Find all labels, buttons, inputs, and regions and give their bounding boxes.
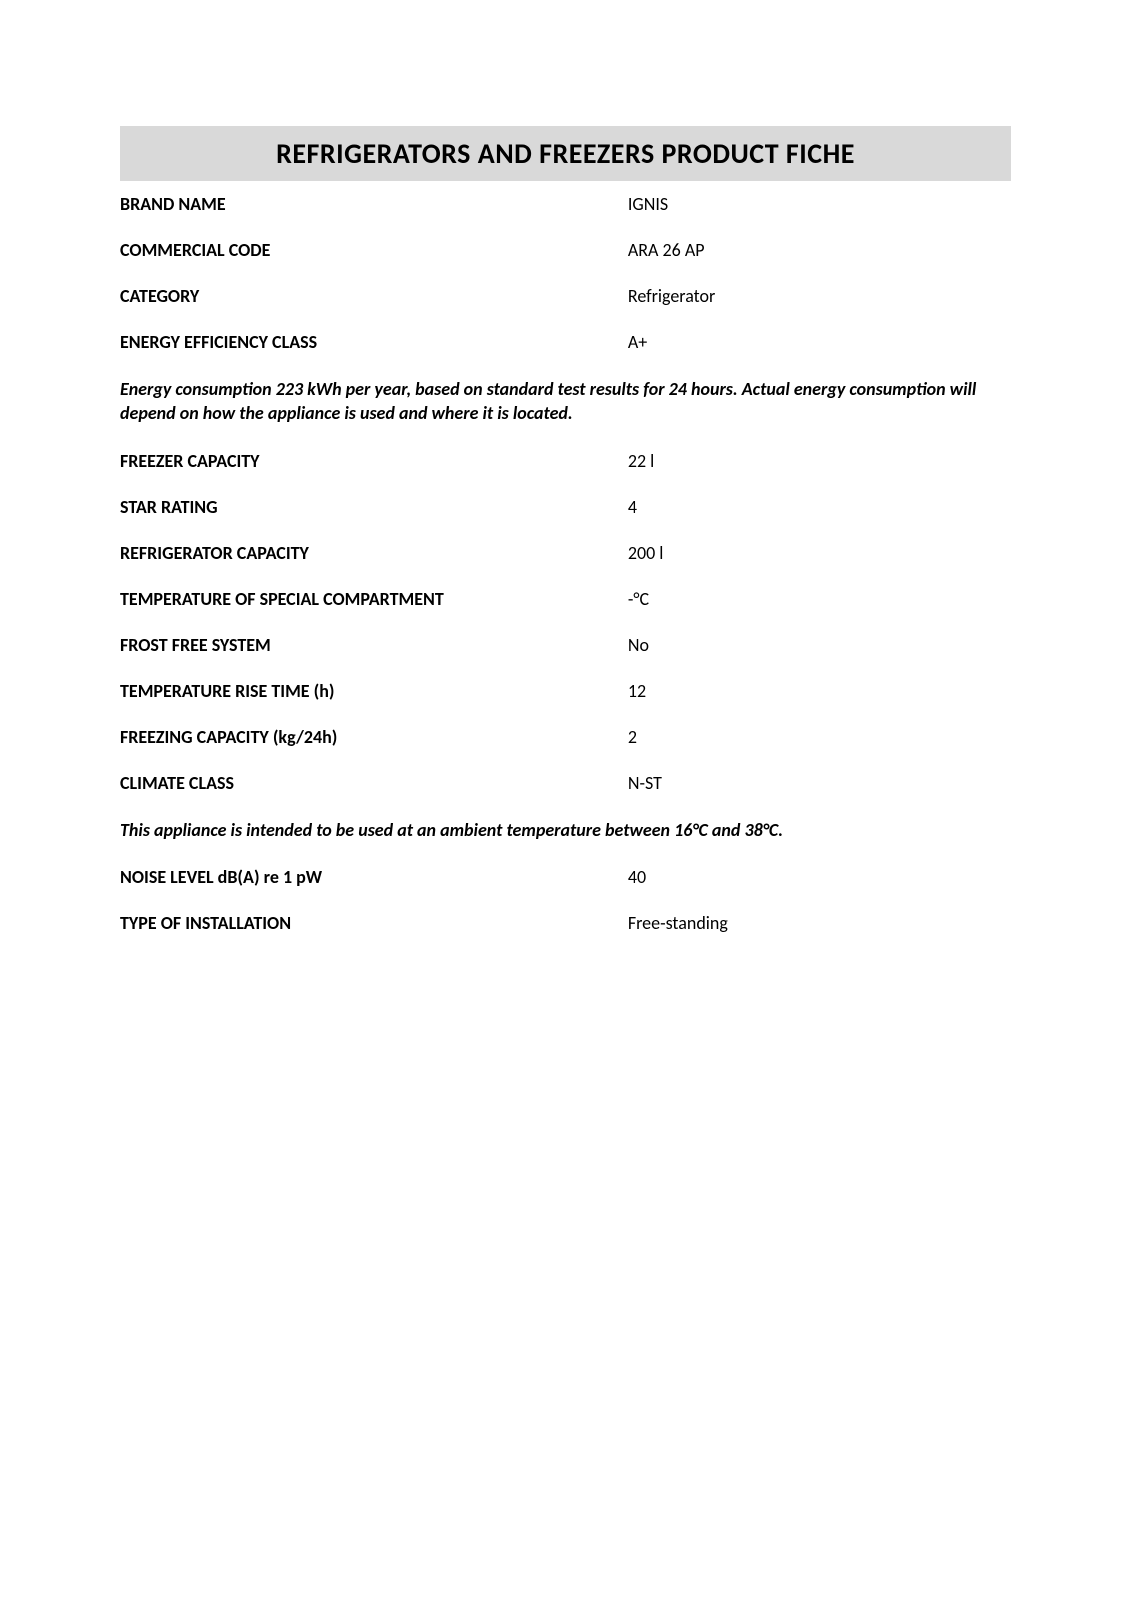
rows-mid: FREEZER CAPACITY 22 l STAR RATING 4 REFR… [120, 438, 1011, 806]
ambient-note: This appliance is intended to be used at… [120, 806, 1011, 854]
spec-label: REFRIGERATOR CAPACITY [120, 542, 628, 564]
spec-label: COMMERCIAL CODE [120, 239, 628, 261]
spec-label: CLIMATE CLASS [120, 772, 628, 794]
rows-bottom: NOISE LEVEL dB(A) re 1 pW 40 TYPE OF INS… [120, 854, 1011, 946]
spec-label: TEMPERATURE RISE TIME (h) [120, 680, 628, 702]
spec-row: FROST FREE SYSTEM No [120, 622, 1011, 668]
spec-label: FREEZING CAPACITY (kg/24h) [120, 726, 628, 748]
spec-row: ENERGY EFFICIENCY CLASS A+ [120, 319, 1011, 365]
spec-row: COMMERCIAL CODE ARA 26 AP [120, 227, 1011, 273]
spec-value: A+ [628, 331, 1011, 353]
spec-value: 12 [628, 680, 1011, 702]
spec-label: TYPE OF INSTALLATION [120, 912, 628, 934]
rows-top: BRAND NAME IGNIS COMMERCIAL CODE ARA 26 … [120, 181, 1011, 365]
spec-row: STAR RATING 4 [120, 484, 1011, 530]
spec-row: TEMPERATURE RISE TIME (h) 12 [120, 668, 1011, 714]
energy-note: Energy consumption 223 kWh per year, bas… [120, 365, 1011, 438]
product-fiche: REFRIGERATORS AND FREEZERS PRODUCT FICHE… [120, 126, 1011, 946]
spec-label: STAR RATING [120, 496, 628, 518]
spec-label: CATEGORY [120, 285, 628, 307]
spec-value: 4 [628, 496, 1011, 518]
spec-value: 40 [628, 866, 1011, 888]
spec-row: FREEZER CAPACITY 22 l [120, 438, 1011, 484]
spec-label: FROST FREE SYSTEM [120, 634, 628, 656]
spec-label: BRAND NAME [120, 193, 628, 215]
spec-value: N-ST [628, 772, 1011, 794]
spec-label: TEMPERATURE OF SPECIAL COMPARTMENT [120, 588, 628, 610]
spec-value: ARA 26 AP [628, 239, 1011, 261]
spec-row: BRAND NAME IGNIS [120, 181, 1011, 227]
spec-value: -°C [628, 588, 1011, 610]
spec-row: CLIMATE CLASS N-ST [120, 760, 1011, 806]
spec-value: Free-standing [628, 912, 1011, 934]
spec-value: IGNIS [628, 193, 1011, 215]
spec-row: TEMPERATURE OF SPECIAL COMPARTMENT -°C [120, 576, 1011, 622]
spec-label: FREEZER CAPACITY [120, 450, 628, 472]
spec-row: REFRIGERATOR CAPACITY 200 l [120, 530, 1011, 576]
spec-row: TYPE OF INSTALLATION Free-standing [120, 900, 1011, 946]
spec-value: 200 l [628, 542, 1011, 564]
spec-row: CATEGORY Refrigerator [120, 273, 1011, 319]
spec-value: 22 l [628, 450, 1011, 472]
spec-value: 2 [628, 726, 1011, 748]
spec-row: FREEZING CAPACITY (kg/24h) 2 [120, 714, 1011, 760]
spec-label: NOISE LEVEL dB(A) re 1 pW [120, 866, 628, 888]
spec-value: Refrigerator [628, 285, 1011, 307]
spec-row: NOISE LEVEL dB(A) re 1 pW 40 [120, 854, 1011, 900]
spec-value: No [628, 634, 1011, 656]
fiche-title: REFRIGERATORS AND FREEZERS PRODUCT FICHE [120, 126, 1011, 181]
spec-label: ENERGY EFFICIENCY CLASS [120, 331, 628, 353]
